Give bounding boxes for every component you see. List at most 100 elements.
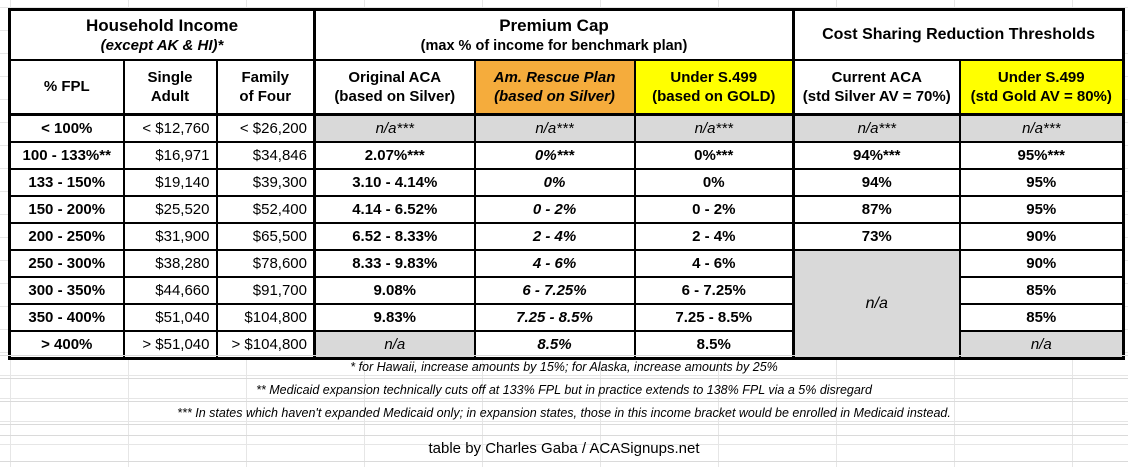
csr-s499-line2: (std Gold AV = 80%) [970,88,1112,105]
arp-cell: 0 - 2% [473,195,636,224]
original-aca-cell: 3.10 - 4.14% [313,168,476,197]
csr-aca-cell: n/a*** [792,113,961,143]
col-header-s499-gold: Under S.499 (based on GOLD) [633,59,795,116]
s499-gold-cell: 0% [633,168,795,197]
family-cell: > $104,800 [215,330,316,360]
fpl-cell: 250 - 300% [8,249,125,278]
table-row: 100 - 133%** $16,971 $34,846 2.07%*** 0%… [8,141,1125,170]
table-row: > 400% > $51,040 > $104,800 n/a 8.5% 8.5… [8,330,1125,360]
fpl-cell: < 100% [8,113,125,143]
single-adult-cell: $51,040 [122,303,218,332]
original-aca-cell: 2.07%*** [313,141,476,170]
family-cell: $65,500 [215,222,316,251]
s499-gold-line1: Under S.499 [670,68,758,86]
original-aca-line2: (based on Silver) [334,88,456,105]
attribution-text: table by Charles Gaba / ACASignups.net [0,435,1128,462]
table-row: < 100% < $12,760 < $26,200 n/a*** n/a***… [8,113,1125,143]
arp-cell: 4 - 6% [473,249,636,278]
s499-gold-cell: 6 - 7.25% [633,276,795,305]
single-adult-cell: > $51,040 [122,330,218,360]
single-adult-cell: $16,971 [122,141,218,170]
family-cell: $39,300 [215,168,316,197]
csr-s499-cell: 85% [958,276,1125,305]
original-aca-cell: 9.83% [313,303,476,332]
fpl-cell: 133 - 150% [8,168,125,197]
csr-s499-cell: 90% [958,249,1125,278]
csr-aca-cell: 94% [792,168,961,197]
family-cell: $52,400 [215,195,316,224]
s499-gold-line2: (based on GOLD) [652,88,776,105]
col-header-original-aca: Original ACA (based on Silver) [313,59,476,116]
family-cell: $34,846 [215,141,316,170]
single-adult-cell: $25,520 [122,195,218,224]
s499-gold-cell: 0 - 2% [633,195,795,224]
family-cell: < $26,200 [215,113,316,143]
footnote-medicaid-expansion: ** Medicaid expansion technically cuts o… [0,378,1128,402]
col-header-current-aca-csr: Current ACA (std Silver AV = 70%) [792,59,961,116]
household-income-subtitle: (except AK & HI)* [100,36,224,54]
original-aca-cell: 9.08% [313,276,476,305]
group-header-row: Household Income (except AK & HI)* Premi… [8,8,1125,61]
col-header-am-rescue-plan: Am. Rescue Plan (based on Silver) [473,59,636,116]
col-header-fpl: % FPL [8,59,125,116]
s499-gold-cell: n/a*** [633,113,795,143]
family-cell: $104,800 [215,303,316,332]
premium-cap-subtitle: (max % of income for benchmark plan) [420,37,688,54]
footnote-hawaii-alaska: * for Hawaii, increase amounts by 15%; f… [0,355,1128,379]
s499-gold-cell: 8.5% [633,330,795,360]
csr-thresholds-title: Cost Sharing Reduction Thresholds [822,26,1095,43]
original-aca-cell: 8.33 - 9.83% [313,249,476,278]
col-header-s499-csr: Under S.499 (std Gold AV = 80%) [958,59,1125,116]
csr-s499-cell: n/a [958,330,1125,360]
table-row: 250 - 300% $38,280 $78,600 8.33 - 9.83% … [8,249,1125,360]
table-row: 150 - 200% $25,520 $52,400 4.14 - 6.52% … [8,195,1125,224]
original-aca-cell: 4.14 - 6.52% [313,195,476,224]
col-header-single-adult: Single Adult [122,59,218,116]
col-header-family-of-four: Family of Four [215,59,316,116]
arp-cell: n/a*** [473,113,636,143]
arp-cell: 2 - 4% [473,222,636,251]
family-line2: of Four [239,88,292,105]
arp-cell: 7.25 - 8.5% [473,303,636,332]
single-adult-cell: < $12,760 [122,113,218,143]
fpl-cell: > 400% [8,330,125,360]
arp-line2: (based on Silver) [494,88,615,105]
csr-s499-cell: 85% [958,303,1125,332]
fpl-cell: 200 - 250% [8,222,125,251]
table-row: 200 - 250% $31,900 $65,500 6.52 - 8.33% … [8,222,1125,251]
single-adult-cell: $19,140 [122,168,218,197]
family-cell: $91,700 [215,276,316,305]
original-aca-cell: n/a [313,330,476,360]
single-adult-line1: Single [147,68,193,86]
csr-aca-line1: Current ACA [831,68,922,86]
original-aca-cell: 6.52 - 8.33% [313,222,476,251]
csr-aca-cell: 73% [792,222,961,251]
single-adult-line2: Adult [150,88,190,105]
csr-aca-cell: 94%*** [792,141,961,170]
family-cell: $78,600 [215,249,316,278]
s499-gold-cell: 4 - 6% [633,249,795,278]
arp-line1: Am. Rescue Plan [493,68,616,86]
header-household-income: Household Income (except AK & HI)* [8,8,316,61]
family-line1: Family [241,68,290,86]
original-aca-line1: Original ACA [348,68,442,86]
arp-cell: 6 - 7.25% [473,276,636,305]
original-aca-cell: n/a*** [313,113,476,143]
single-adult-cell: $44,660 [122,276,218,305]
table-row: 133 - 150% $19,140 $39,300 3.10 - 4.14% … [8,168,1125,197]
header-csr-thresholds: Cost Sharing Reduction Thresholds [792,8,1125,61]
arp-cell: 8.5% [473,330,636,360]
spreadsheet-table: Household Income (except AK & HI)* Premi… [8,8,1126,360]
arp-cell: 0%*** [473,141,636,170]
fpl-label: % FPL [43,78,90,96]
header-premium-cap: Premium Cap (max % of income for benchma… [312,8,795,61]
single-adult-cell: $38,280 [122,249,218,278]
csr-aca-cell: 87% [792,195,961,224]
csr-s499-cell: 95% [958,168,1125,197]
fpl-cell: 350 - 400% [8,303,125,332]
csr-s499-line1: Under S.499 [997,68,1085,86]
csr-s499-cell: 90% [958,222,1125,251]
s499-gold-cell: 0%*** [633,141,795,170]
s499-gold-cell: 2 - 4% [633,222,795,251]
footnotes-section: * for Hawaii, increase amounts by 15%; f… [0,355,1128,462]
